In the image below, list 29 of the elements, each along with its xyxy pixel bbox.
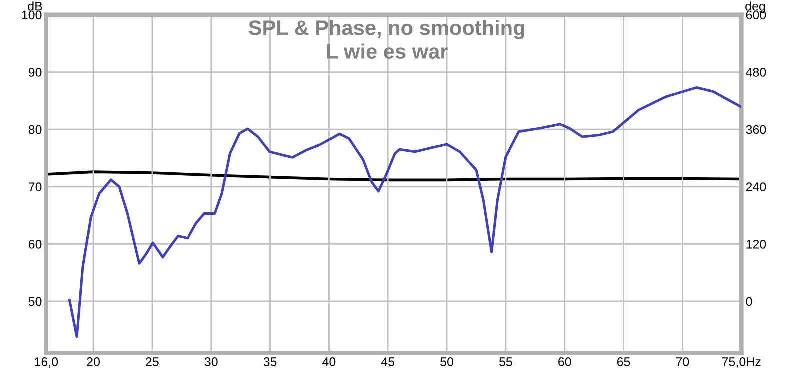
x-tick-label: 40: [322, 358, 336, 366]
x-tick-label: 65: [617, 358, 630, 366]
x-tick-label: 20: [87, 358, 100, 366]
y2-tick-label: 0: [746, 297, 752, 306]
x-tick-label: 45: [381, 358, 395, 366]
line-series: [68, 86, 742, 338]
text: L wie es war: [327, 44, 448, 59]
x-tick-label: 16,0: [35, 358, 58, 368]
chart-title: SPL & Phase, no smoothing: [248, 20, 524, 40]
y-tick-label: 60: [28, 240, 42, 249]
line-series: [46, 170, 742, 182]
y-tick-label: 80: [28, 125, 42, 134]
y-tick-label: 70: [28, 182, 42, 192]
x-tick-label: 50: [440, 358, 454, 366]
x-tick-label: 70: [676, 358, 690, 366]
y-tick-label: 50: [28, 297, 42, 306]
y-axis-title: dB: [28, 2, 42, 11]
x-tick-label: 75,0Hz: [722, 358, 761, 368]
x-tick-label: 35: [264, 358, 277, 366]
y2-tick-label: 480: [746, 68, 766, 77]
y-tick-label: 100: [22, 10, 42, 20]
y2-tick-label: 240: [746, 182, 766, 192]
y-tick-label: 90: [28, 68, 42, 77]
x-tick-label: 60: [558, 358, 572, 366]
y2-tick-label: 360: [746, 125, 766, 134]
y2-tick-label: 120: [746, 240, 766, 249]
x-tick-label: 30: [204, 358, 218, 366]
x-tick-label: 25: [146, 358, 159, 366]
x-tick-label: 55: [499, 358, 512, 366]
